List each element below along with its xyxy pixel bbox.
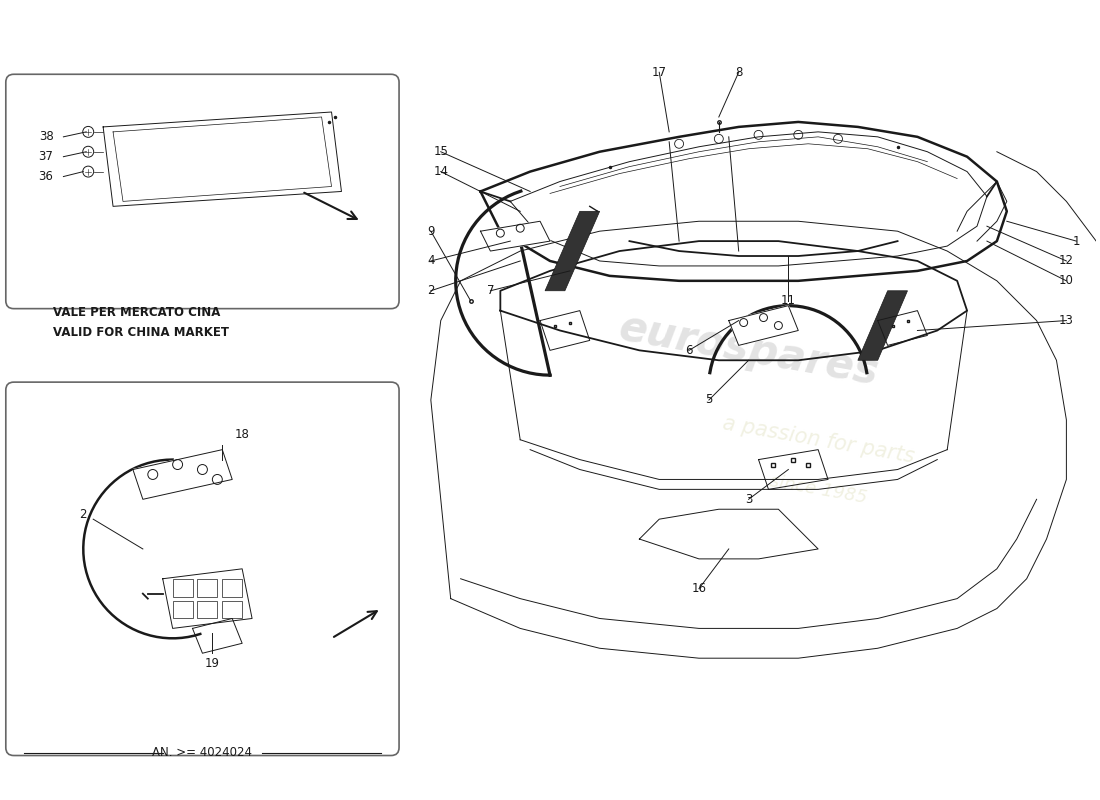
Text: 4: 4 [427,254,434,267]
Text: 37: 37 [39,150,54,163]
Polygon shape [728,306,799,346]
Text: 18: 18 [234,428,250,442]
FancyBboxPatch shape [6,382,399,755]
Bar [198,578,218,597]
Text: 6: 6 [685,344,693,357]
Text: eurospares: eurospares [615,307,882,394]
Text: 9: 9 [427,225,434,238]
Polygon shape [481,222,550,251]
Text: a passion for parts: a passion for parts [720,413,915,466]
Polygon shape [858,290,907,360]
Text: 38: 38 [39,130,54,143]
Text: 3: 3 [745,493,752,506]
Polygon shape [133,450,232,499]
Text: 2: 2 [427,284,434,298]
Text: 11: 11 [781,294,795,307]
Text: 8: 8 [735,66,743,78]
Bar [173,601,192,618]
Text: 19: 19 [205,657,220,670]
Text: since 1985: since 1985 [768,472,868,506]
Text: 12: 12 [1059,254,1074,267]
Text: VALID FOR CHINA MARKET: VALID FOR CHINA MARKET [54,326,230,338]
Text: VALE PER MERCATO CINA: VALE PER MERCATO CINA [54,306,221,318]
Text: 14: 14 [433,165,449,178]
Text: 7: 7 [486,284,494,298]
Text: 15: 15 [433,146,448,158]
Text: 36: 36 [39,170,54,183]
Bar [222,578,242,597]
Polygon shape [544,211,600,290]
Text: 10: 10 [1059,274,1074,287]
FancyBboxPatch shape [6,74,399,309]
Text: 16: 16 [692,582,706,595]
Text: 1: 1 [1072,234,1080,248]
Polygon shape [163,569,252,629]
Bar [198,601,218,618]
Text: 17: 17 [651,66,667,78]
Text: 2: 2 [79,508,87,521]
Text: 13: 13 [1059,314,1074,327]
Bar [173,578,192,597]
Bar [222,601,242,618]
Text: AN. >= 4024024: AN. >= 4024024 [153,746,252,759]
Text: 5: 5 [705,394,713,406]
